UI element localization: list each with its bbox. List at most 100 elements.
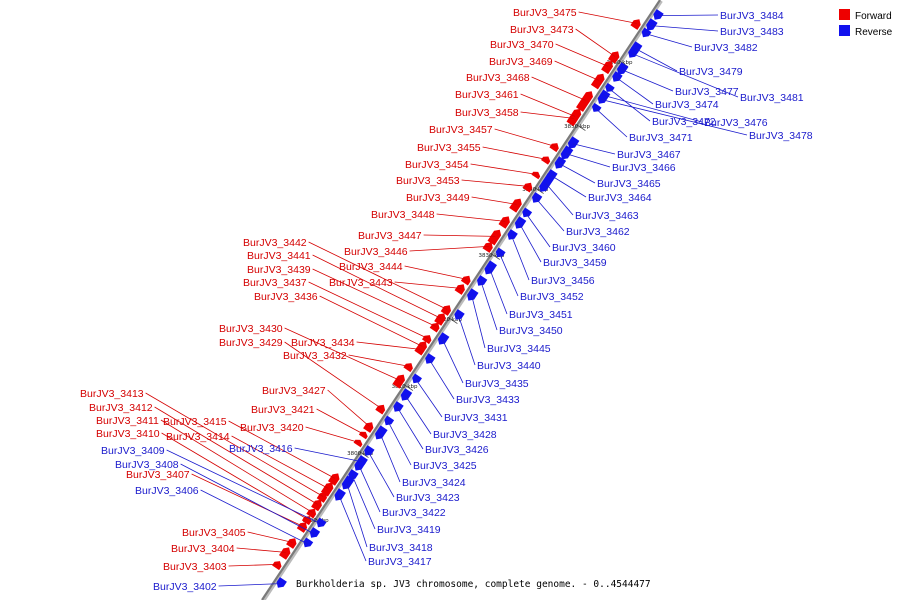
reverse-gene-label: BurJV3_3465 (597, 178, 661, 190)
reverse-gene-label: BurJV3_3408 (115, 459, 179, 471)
forward-gene-label: BurJV3_3446 (344, 246, 408, 258)
reverse-leader-line (489, 268, 508, 315)
forward-leader-line (327, 389, 370, 427)
forward-gene-label: BurJV3_3403 (163, 561, 227, 573)
forward-leader-line (312, 254, 442, 319)
reverse-leader-line (595, 108, 628, 138)
forward-gene-label: BurJV3_3404 (171, 543, 235, 555)
reverse-gene-label: BurJV3_3481 (740, 92, 804, 104)
reverse-gene (400, 388, 413, 401)
reverse-gene-label: BurJV3_3422 (382, 507, 446, 519)
reverse-leader-line (338, 495, 367, 562)
reverse-gene-label: BurJV3_3452 (520, 291, 584, 303)
scale-tick (491, 253, 501, 260)
reverse-gene-label: BurJV3_3484 (720, 10, 784, 22)
forward-leader-line (308, 281, 428, 339)
forward-leader-line (575, 28, 616, 57)
reverse-leader-line (499, 253, 519, 297)
legend-reverse-swatch (839, 25, 850, 36)
reverse-leader-line (379, 433, 401, 483)
reverse-gene-label: BurJV3_3433 (456, 394, 520, 406)
forward-gene-label: BurJV3_3411 (96, 415, 159, 427)
reverse-gene-label: BurJV3_3451 (509, 309, 573, 321)
reverse-gene-label: BurJV3_3466 (612, 162, 676, 174)
genome-caption: Burkholderia sp. JV3 chromosome, complet… (296, 579, 651, 590)
reverse-gene (539, 172, 555, 192)
forward-gene (328, 473, 340, 486)
reverse-gene-label: BurJV3_3418 (369, 542, 433, 554)
reverse-leader-line (604, 95, 703, 123)
reverse-leader-line (511, 235, 530, 281)
forward-leader-line (154, 406, 318, 505)
forward-gene-label: BurJV3_3475 (513, 7, 577, 19)
reverse-gene-label: BurJV3_3479 (679, 66, 743, 78)
reverse-gene (384, 415, 395, 426)
reverse-gene (532, 192, 543, 203)
reverse-gene-label: BurJV3_3406 (135, 485, 199, 497)
forward-gene-label: BurJV3_3421 (251, 404, 315, 416)
reverse-gene-label: BurJV3_3472 (652, 116, 716, 128)
scale-tick-label: 3850 kbp (564, 124, 590, 130)
forward-gene-label: BurJV3_3447 (358, 230, 422, 242)
reverse-leader-line (657, 14, 719, 16)
reverse-gene (357, 455, 368, 466)
reverse-gene-label: BurJV3_3467 (617, 149, 681, 161)
forward-gene-label: BurJV3_3410 (96, 428, 160, 440)
forward-gene-label: BurJV3_3441 (247, 250, 311, 262)
forward-leader-line (404, 265, 467, 280)
reverse-leader-line (559, 163, 596, 184)
scale-tick (404, 384, 414, 391)
legend-forward-swatch (839, 9, 850, 20)
reverse-leader-line (458, 315, 476, 366)
reverse-gene (597, 93, 608, 104)
reverse-gene-label: BurJV3_3419 (377, 524, 441, 536)
forward-leader-line (231, 435, 329, 489)
forward-leader-line (228, 420, 336, 479)
reverse-gene-label: BurJV3_3462 (566, 226, 630, 238)
forward-gene-label: BurJV3_3429 (219, 337, 283, 349)
scale-tick-label: 3800 kbp (347, 451, 373, 457)
forward-gene-label: BurJV3_3458 (455, 107, 519, 119)
reverse-gene-label: BurJV3_3460 (552, 242, 616, 254)
reverse-leader-line (294, 447, 362, 462)
forward-gene-label: BurJV3_3437 (243, 277, 307, 289)
reverse-gene-label: BurJV3_3477 (675, 86, 739, 98)
forward-gene-label: BurJV3_3470 (490, 39, 554, 51)
scale-tick (359, 451, 369, 458)
forward-gene (498, 216, 510, 229)
reverse-gene (612, 71, 623, 82)
forward-gene (567, 114, 578, 125)
reverse-leader-line (480, 281, 498, 331)
forward-gene-label: BurJV3_3415 (163, 416, 227, 428)
forward-leader-line (555, 43, 609, 67)
forward-gene-label: BurJV3_3448 (371, 209, 435, 221)
reverse-leader-line (397, 407, 424, 450)
reverse-gene-label: BurJV3_3456 (531, 275, 595, 287)
reverse-leader-line (519, 223, 542, 263)
reverse-gene-label: BurJV3_3459 (543, 257, 607, 269)
reverse-gene (341, 475, 355, 490)
forward-leader-line (160, 419, 313, 513)
forward-leader-line (228, 564, 278, 567)
reverse-gene (364, 445, 375, 456)
forward-gene-label: BurJV3_3455 (417, 142, 481, 154)
forward-gene-label: BurJV3_3457 (429, 124, 493, 136)
forward-leader-line (305, 426, 359, 443)
reverse-leader-line (601, 99, 748, 136)
reverse-gene (522, 207, 533, 218)
reverse-gene (276, 577, 287, 588)
reverse-gene-label: BurJV3_3424 (402, 477, 466, 489)
forward-gene (363, 422, 374, 433)
forward-leader-line (308, 241, 448, 310)
reverse-leader-line (608, 88, 651, 122)
forward-gene (358, 431, 368, 440)
forward-gene-label: BurJV3_3454 (405, 159, 469, 171)
forward-gene-label: BurJV3_3439 (247, 264, 311, 276)
reverse-gene (567, 136, 580, 149)
reverse-gene-label: BurJV3_3463 (575, 210, 639, 222)
forward-gene (272, 561, 282, 571)
reverse-gene (393, 401, 404, 412)
legend: Forward Reverse (839, 9, 893, 38)
forward-gene (630, 19, 641, 30)
forward-gene (576, 91, 593, 112)
